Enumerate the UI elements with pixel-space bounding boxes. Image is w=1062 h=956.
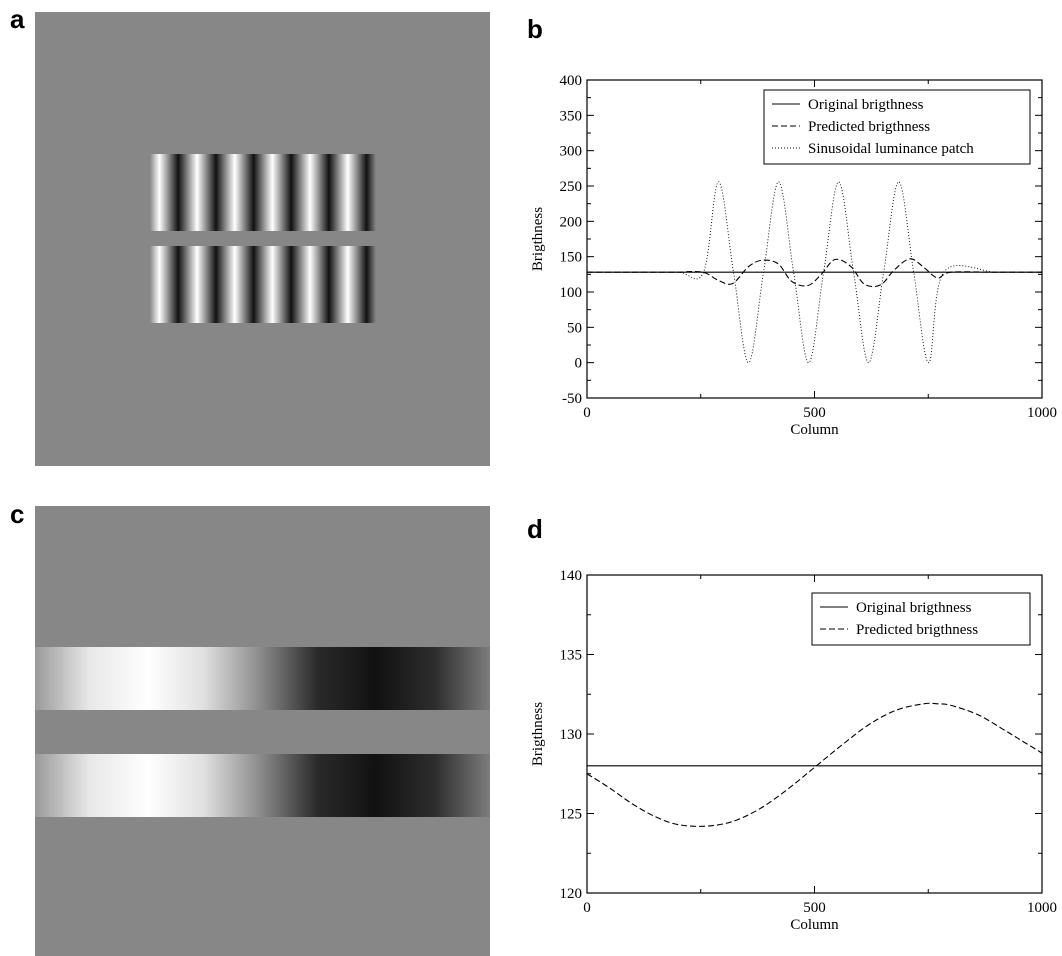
- panel-letter-d: d: [527, 514, 543, 544]
- series-line-predicted-brigthness: [587, 258, 1042, 288]
- x-tick-label: 500: [803, 405, 826, 421]
- grating-band-bottom: [35, 754, 490, 817]
- y-tick-label: 100: [560, 285, 583, 301]
- series-line-predicted-brigthness: [587, 702, 1042, 827]
- panel-letter-b: b: [527, 14, 543, 44]
- y-tick-label: 200: [560, 214, 583, 230]
- legend-label: Predicted brigthness: [808, 119, 930, 135]
- y-tick-label: 120: [560, 886, 583, 902]
- x-tick-label: 0: [583, 900, 591, 916]
- legend-box: [811, 592, 1031, 646]
- x-tick-label: 1000: [1027, 900, 1057, 916]
- y-axis-title: Brigthness: [530, 702, 546, 766]
- x-tick-label: 0: [583, 405, 591, 421]
- legend-label: Sinusoidal luminance patch: [808, 141, 974, 157]
- stimulus-image-a: [35, 12, 490, 466]
- y-tick-label: 125: [560, 807, 583, 823]
- y-axis-title: Brigthness: [530, 207, 546, 271]
- grating-patch-top: [150, 154, 376, 231]
- legend-label: Predicted brigthness: [856, 622, 978, 638]
- x-tick-label: 500: [803, 900, 826, 916]
- chart-d: 120 125 130 135 140 0 500 1000 Column Brigthness O…: [530, 568, 1057, 933]
- y-tick-label: 130: [560, 727, 583, 743]
- x-axis-title: Column: [790, 422, 839, 438]
- x-tick-label: 1000: [1027, 405, 1057, 421]
- stimulus-background: [35, 12, 490, 466]
- y-tick-label: 250: [560, 179, 583, 195]
- legend-label: Original brigthness: [808, 97, 924, 113]
- y-tick-label: 140: [560, 568, 583, 584]
- y-tick-label: -50: [562, 391, 582, 407]
- y-tick-label: 135: [560, 648, 583, 664]
- y-tick-label: 150: [560, 250, 583, 266]
- y-tick-label: 50: [567, 320, 582, 336]
- legend-box: [763, 89, 1031, 165]
- stimulus-background: [35, 506, 490, 956]
- y-tick-label: 400: [560, 73, 583, 89]
- y-tick-label: 350: [560, 108, 583, 124]
- y-tick-label: 300: [560, 144, 583, 160]
- legend-label: Original brigthness: [856, 600, 972, 616]
- grating-band-top: [35, 647, 490, 710]
- panel-letter-c: c: [10, 499, 25, 529]
- panel-letter-a: a: [10, 4, 25, 34]
- y-tick-label: 0: [575, 356, 583, 372]
- stimulus-image-c: [35, 506, 490, 956]
- series-line-sinusoidal-luminance-patch: [587, 181, 1042, 364]
- grating-patch-bottom: [150, 246, 376, 323]
- x-axis-title: Column: [790, 917, 839, 933]
